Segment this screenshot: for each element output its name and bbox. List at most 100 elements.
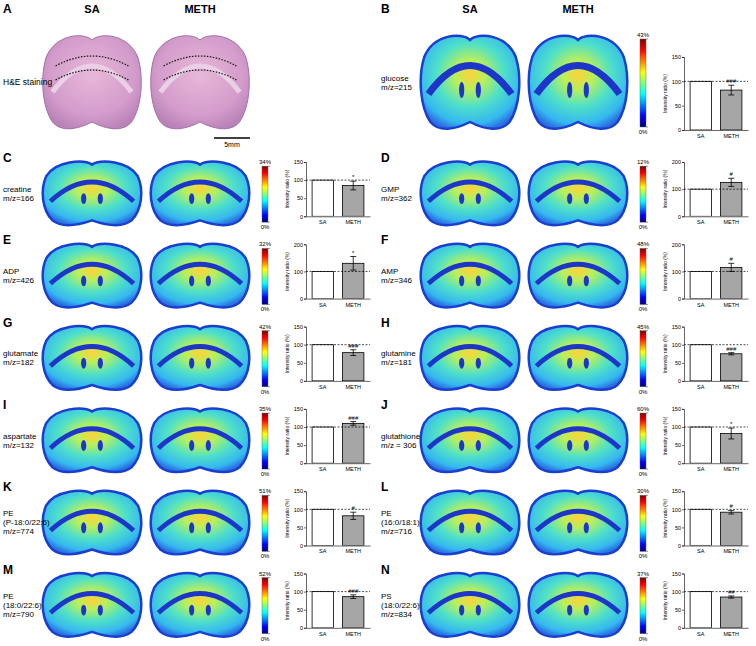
panel: MPE(18:0/22:6)m/z=7900%52%###050100150SA… (3, 563, 371, 642)
axis-line (307, 299, 371, 300)
image-label: AMP (381, 267, 398, 276)
axis-line (307, 381, 371, 382)
colorbar-tick (268, 495, 270, 496)
ventricle (567, 358, 572, 369)
tick-label: 100 (294, 507, 303, 513)
ventricle (584, 82, 589, 98)
tick-mark (304, 509, 306, 510)
axis-title: Intensity ratio (%) (284, 252, 290, 291)
colorbar-label: 37% (637, 571, 650, 577)
section-outline (529, 491, 628, 554)
tick: 100 (294, 342, 306, 348)
white-matter (158, 511, 241, 530)
tick-mark (682, 244, 684, 245)
axis-line (685, 299, 749, 300)
error-bar-line (731, 85, 732, 95)
colorbar-tick (646, 495, 648, 496)
bar (343, 423, 364, 463)
colorbar (640, 331, 646, 387)
error-bar (350, 422, 356, 426)
tick-label: 50 (297, 607, 303, 613)
image-label: m/z=166 (3, 194, 34, 203)
colorbar-label: 0% (261, 553, 270, 559)
plot-area (684, 592, 748, 628)
image-label: m/z=790 (3, 610, 34, 619)
error-bar-cap (350, 355, 356, 356)
image-label: aspartate (3, 432, 37, 441)
y-axis: 050100150 (294, 571, 307, 631)
y-axis: 0100200 (672, 242, 685, 302)
error-bar-cap (350, 270, 356, 271)
ventricle (459, 193, 464, 204)
brain-section (529, 244, 628, 307)
error-bar (350, 595, 356, 599)
tick-label: SA (697, 302, 705, 308)
colorbar-tick (268, 304, 270, 305)
colorbar-tick (268, 248, 270, 249)
brain-section (529, 491, 628, 554)
panel-a: AH&E staining5mm (3, 2, 250, 148)
tick-label: SA (319, 219, 327, 225)
tick: 0 (300, 460, 306, 466)
colorbar-label: 30% (637, 488, 650, 494)
ventricle (206, 605, 211, 616)
tick: 50 (297, 195, 306, 201)
tick: 0 (678, 296, 684, 302)
tick: METH (345, 463, 361, 472)
tick-label: 50 (297, 525, 303, 531)
ventricle (98, 522, 103, 533)
tick: METH (723, 216, 739, 225)
tick-mark (304, 445, 306, 446)
reference-line (306, 271, 370, 272)
tick: METH (723, 381, 739, 390)
brain-section (421, 36, 520, 129)
bar (721, 267, 742, 298)
tick: 50 (297, 525, 306, 531)
axis-line (685, 463, 749, 464)
tick-mark (304, 427, 306, 428)
tick: 200 (672, 242, 684, 248)
white-matter (428, 66, 511, 95)
tick-mark (304, 345, 306, 346)
plot-area (684, 81, 748, 130)
section-outline (43, 491, 142, 554)
colorbar-tick (268, 222, 270, 223)
white-matter (428, 264, 511, 283)
section-outline (421, 491, 520, 554)
error-bar-line (353, 595, 354, 599)
white-matter (536, 429, 619, 448)
white-matter (50, 429, 133, 448)
error-bar-cap (350, 181, 356, 182)
ventricle (476, 358, 481, 369)
tick-mark (304, 244, 306, 245)
tick-label: 0 (678, 378, 681, 384)
panel: Hglutaminem/z=1810%45%###050100150SAMETH… (381, 316, 749, 395)
tick-label: 150 (672, 571, 681, 577)
tick-label: 0 (300, 214, 303, 220)
tick: SA (319, 299, 327, 308)
tick-mark (304, 491, 306, 492)
tick-mark (304, 527, 306, 528)
brain-section (529, 573, 628, 636)
section-outline (151, 409, 250, 472)
brain-section (529, 326, 628, 389)
tick-label: 150 (294, 488, 303, 494)
tick: 50 (297, 360, 306, 366)
colorbar-tick (646, 39, 648, 40)
colorbar-tick (646, 551, 648, 552)
x-axis: SAMETH (685, 381, 749, 390)
panel-label: N (381, 563, 390, 577)
image-label: PE (381, 509, 392, 518)
brain-section (43, 491, 142, 554)
ventricle (567, 82, 572, 98)
significance: ### (726, 346, 737, 352)
tick: 0 (300, 625, 306, 631)
ventricle (584, 193, 589, 204)
image-label: m/z=774 (3, 527, 34, 536)
error-bar (728, 510, 734, 514)
white-matter (428, 347, 511, 366)
plot-area (684, 263, 748, 298)
brain-section (151, 409, 250, 472)
ventricle (476, 193, 481, 204)
tick-label: 150 (672, 54, 681, 60)
